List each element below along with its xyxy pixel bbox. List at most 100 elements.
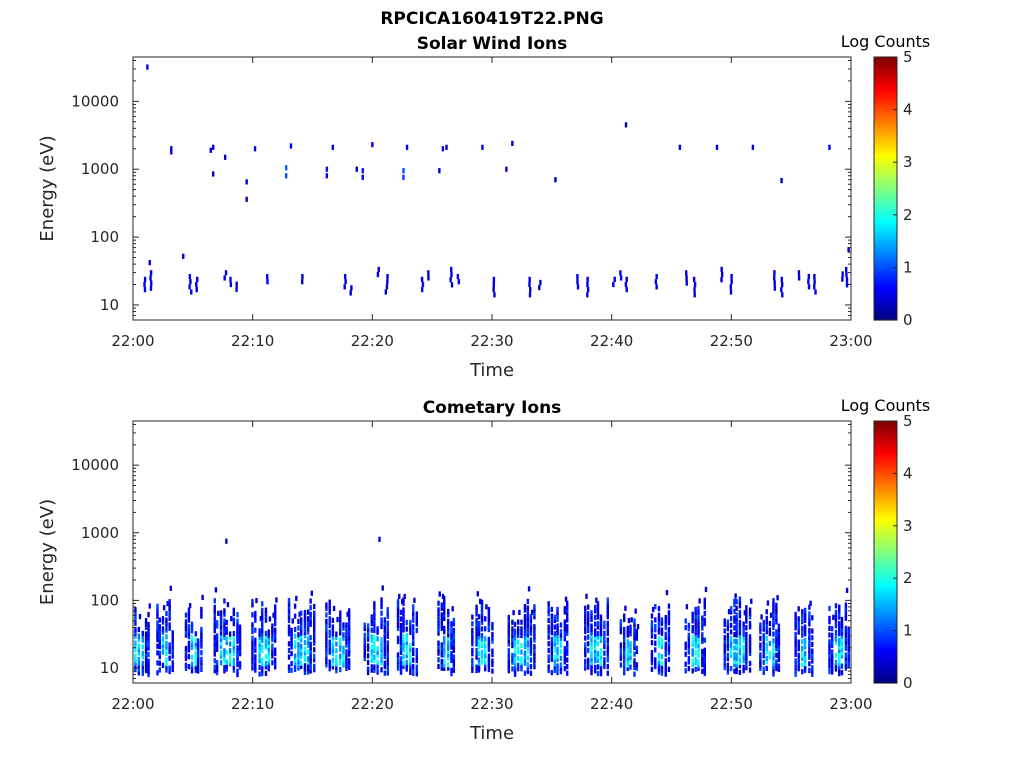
data-cell — [828, 662, 831, 668]
data-cell — [331, 144, 335, 150]
data-cell — [171, 646, 174, 653]
x-tick-label: 22:00 — [111, 332, 154, 350]
data-cell — [844, 266, 848, 273]
data-cell — [440, 618, 443, 625]
data-cell — [373, 621, 376, 627]
data-cell — [657, 669, 661, 675]
data-cell — [232, 620, 236, 627]
data-cell — [587, 604, 590, 610]
data-cell — [402, 637, 405, 643]
data-cell — [402, 597, 405, 603]
data-cell — [267, 639, 270, 645]
data-cell — [273, 627, 277, 633]
data-cell — [738, 659, 742, 665]
data-cell — [297, 642, 300, 648]
data-cell — [777, 646, 781, 653]
data-cell — [346, 611, 349, 617]
data-cell — [380, 597, 383, 603]
data-cell — [412, 604, 415, 610]
colorbar-segment — [874, 162, 897, 166]
data-cell — [745, 611, 748, 618]
data-cell — [299, 627, 303, 633]
data-cell — [412, 670, 415, 676]
data-cell — [701, 615, 704, 621]
data-cell — [223, 634, 226, 641]
data-cell — [342, 635, 345, 641]
data-cell — [187, 644, 191, 650]
data-cell — [347, 628, 351, 634]
colorbar-segment — [874, 473, 897, 477]
data-cell — [484, 656, 487, 662]
data-cell — [437, 657, 440, 663]
data-cell — [765, 622, 768, 628]
data-cell — [660, 654, 664, 660]
data-cell — [838, 614, 841, 620]
colorbar-segment — [874, 586, 897, 590]
data-cell — [264, 614, 268, 620]
data-cell — [443, 645, 446, 652]
data-cell — [386, 623, 389, 629]
data-cell — [328, 599, 331, 605]
data-cell — [184, 622, 188, 628]
data-cell — [396, 622, 400, 628]
data-cell — [765, 659, 768, 665]
data-cell — [134, 630, 137, 636]
data-cell — [622, 630, 626, 636]
data-cell — [272, 612, 275, 618]
data-cell — [520, 629, 523, 635]
colorbar-segment — [874, 468, 897, 472]
x-tick-label: 22:50 — [710, 695, 753, 713]
data-cell — [421, 281, 425, 288]
data-cell — [370, 617, 373, 623]
data-cell — [563, 626, 567, 632]
data-cell — [447, 625, 450, 631]
data-cell — [840, 626, 844, 633]
data-cell — [550, 606, 554, 612]
data-cell — [343, 284, 346, 290]
data-cell — [342, 645, 345, 651]
data-cell — [141, 644, 144, 650]
data-cell — [306, 669, 310, 675]
data-cell — [441, 146, 445, 152]
data-cell — [309, 635, 312, 641]
data-cell — [694, 656, 697, 662]
colorbar-segment — [874, 80, 897, 84]
data-cell — [396, 612, 400, 618]
data-cell — [396, 652, 400, 658]
data-cell — [553, 644, 556, 650]
data-cell — [402, 643, 405, 650]
data-cell — [383, 647, 387, 653]
data-cell — [599, 627, 603, 634]
colorbar-segment — [874, 677, 897, 681]
data-cell — [223, 154, 227, 160]
colorbar-segment — [874, 93, 897, 98]
data-cell — [409, 663, 412, 669]
data-cell — [738, 669, 742, 675]
data-cell — [584, 642, 587, 648]
data-cell — [254, 664, 257, 670]
data-cell — [303, 666, 307, 672]
data-cell — [331, 631, 335, 637]
data-cell — [587, 621, 590, 627]
data-cell — [720, 271, 724, 278]
data-cell — [485, 604, 488, 610]
data-cell — [471, 614, 474, 620]
data-cell — [811, 641, 814, 648]
data-cell — [412, 617, 415, 623]
data-cell — [487, 646, 491, 653]
data-cell — [370, 667, 373, 673]
data-cell — [238, 631, 242, 637]
data-cell — [219, 630, 223, 636]
data-cell — [287, 624, 291, 630]
data-cell — [373, 644, 376, 650]
data-cell — [513, 661, 517, 667]
data-cell — [161, 642, 165, 648]
data-cell — [808, 604, 811, 610]
data-cell — [697, 642, 700, 648]
data-cell — [363, 652, 366, 658]
colorbar-segment — [874, 70, 897, 74]
data-cell — [511, 619, 514, 625]
data-cell — [691, 614, 694, 621]
data-cell — [701, 622, 704, 628]
data-cell — [144, 634, 148, 640]
